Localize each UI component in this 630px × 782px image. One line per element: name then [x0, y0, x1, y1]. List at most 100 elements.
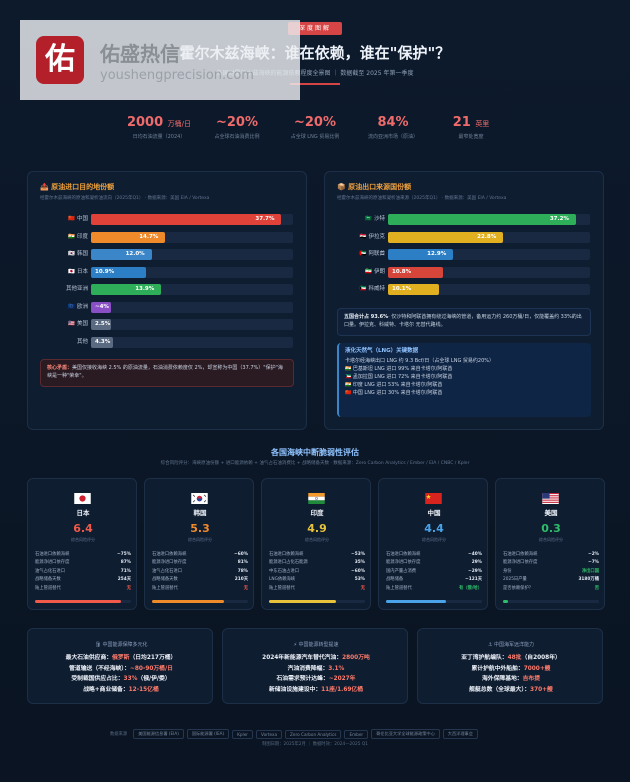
metric-value: 53%: [354, 577, 365, 583]
info-line: 最大石油供应商：俄罗斯（日均217万桶）: [28, 653, 214, 664]
info-line-label: 最大石油供应商：: [65, 655, 113, 661]
bar-track: 10.1%: [388, 284, 590, 295]
bar-track: 10.8%: [388, 266, 590, 278]
lng-data-box: 液化天然气（LNG）关键数据 卡塔尔经海峡出口 LNG 约 9.3 Bcf/日（…: [337, 343, 591, 417]
bar-row: 其他亚洲 13.9%: [28, 284, 308, 295]
bar-track: 10.9%: [91, 266, 293, 278]
info-line: 管道输送（不经海峡）：~80-90万桶/日: [28, 664, 214, 675]
metric-value: ~40%: [468, 552, 482, 557]
risk-score-caption: 综合风险评分: [422, 537, 446, 542]
info-line-value: 3.1%: [328, 665, 345, 672]
info-line-value: 2800万吨: [342, 655, 370, 661]
bar: [91, 214, 282, 225]
info-line: 舰艇总数（全球最大）：370+艘: [418, 685, 604, 696]
info-line-value: ~2027年: [328, 676, 356, 682]
metric-row: 石油进口依赖海峡 ~75%: [35, 551, 131, 559]
metric-label: 陆上管道替代: [35, 585, 61, 591]
panel-title: 📦 原油出口来源国份额: [337, 183, 412, 191]
info-line-label: 受制裁国供应占比：: [71, 676, 124, 682]
info-card-lines: 亚丁湾护航编队：48批（自2008年） 累计护航中外船舶：7000+艘 海外保障基地…: [418, 653, 604, 695]
metric-row: 石油进口依赖海峡 ~2%: [503, 551, 599, 559]
bar-category-label: 🇦🇪 阿联酋: [359, 251, 385, 257]
bar: [91, 319, 111, 330]
bar-category-label: 🇯🇵 日本: [68, 268, 88, 275]
country-name: 韩国: [193, 509, 207, 517]
risk-bar-track: [35, 600, 131, 603]
bar-row: 🇺🇸 美国 2.5%: [28, 319, 308, 330]
source-chip: Zero Carbon Analytics: [285, 729, 342, 739]
info-line-label: 管道输送（不经海峡）：: [69, 665, 130, 672]
info-line-note: （俄/伊/委）: [137, 676, 171, 682]
info-line: 石油需求预计达峰：~2027年: [223, 674, 409, 685]
metric-value: 净出口国: [581, 568, 599, 574]
bar: [388, 266, 443, 278]
risk-score: 5.3: [190, 522, 210, 535]
metric-value: 否: [594, 585, 599, 591]
metric-label: 能源净进口依存度: [386, 560, 421, 566]
kpi-oil-flow: 2000 万桶/日 日均石油流量（2024）: [120, 115, 198, 145]
kpi-unit: 英里: [475, 120, 490, 128]
info-line-value: 7000+艘: [523, 665, 551, 672]
metric-label: 能源净进口依存度: [35, 560, 70, 566]
export-source-panel: 📦 原油出口来源国份额 经霍尔木兹海峡的原油和凝析油来源（2025年Q1） · …: [324, 171, 604, 430]
bar-value-label: 10.1%: [392, 286, 412, 292]
metric-label: 是否依赖保护？: [503, 585, 534, 591]
info-line-label: 舰艇总数（全球最大）：: [469, 686, 531, 693]
metric-label: 石油进口依赖海峡: [269, 552, 304, 557]
bar-value-label: 12.9%: [427, 251, 447, 257]
metric-value: ~53%: [351, 552, 365, 557]
bar-value-label: 4.3%: [95, 338, 111, 345]
bar-value-label: 12.0%: [125, 251, 145, 257]
metric-value: 87%: [120, 560, 131, 566]
kpi-row: 2000 万桶/日 日均石油流量（2024） ~20% 占全球石油消费比例 ~2…: [120, 115, 510, 145]
risk-score-caption: 综合风险评分: [539, 537, 563, 542]
kpi-value: ~20%: [215, 115, 258, 130]
metric-value: 有（俄/哈）: [458, 585, 482, 591]
kpi-value: 2000: [126, 115, 164, 130]
bar: [388, 249, 454, 260]
bar: [91, 231, 166, 243]
metric-label: 石油进口依赖海峡: [503, 552, 538, 557]
source-chip: 哥伦比亚大学全球能源政策中心: [371, 729, 440, 739]
metric-value: ~60%: [351, 568, 365, 574]
info-line: 亚丁湾护航编队：48批（自2008年）: [418, 653, 604, 664]
bar-track: 12.9%: [388, 249, 590, 260]
metric-label: 战略储备天数: [152, 577, 178, 583]
metric-value: ~29%: [468, 568, 482, 574]
metric-label: 战略储备: [386, 577, 404, 583]
bar-row: 🇨🇳 中国 37.7%: [28, 214, 308, 225]
jp-flag-icon: [74, 489, 91, 504]
bar-track: 22.8%: [388, 231, 590, 243]
bar: [91, 249, 152, 260]
info-line-label: 石油需求预计达峰：: [276, 676, 329, 682]
header-tag: 深度图解: [288, 22, 342, 35]
metric-row: 身份 净出口国: [503, 568, 599, 576]
info-line-value: 吉布提: [522, 676, 540, 682]
metric-row: 能源净进口依存度 81%: [152, 559, 248, 567]
kpi-value: ~20%: [293, 115, 336, 130]
title-underline: [290, 83, 340, 85]
bar: [91, 266, 147, 278]
info-card: ⚡ 中国能源转型提速 2024年新能源汽车替代汽油：2800万吨 汽油消费降幅：3.…: [222, 628, 408, 704]
source-chip: Kpler: [232, 729, 254, 739]
metric-list: 石油进口依赖海峡 ~53% 能源进口占化石能源 35% 中东石油占进口 ~60% LNG依赖…: [269, 551, 365, 593]
bar-row: 🇰🇷 韩国 12.0%: [28, 249, 308, 260]
metric-value: ~2%: [588, 552, 599, 557]
bar: [91, 301, 112, 313]
metric-row: 石油进口依赖海峡 ~60%: [152, 551, 248, 559]
metric-label: 陆上管道替代: [152, 585, 178, 591]
metric-value: 无: [360, 585, 365, 591]
kr-flag-icon: [191, 489, 208, 504]
risk-score: 4.9: [307, 522, 327, 535]
bar-track: 14.7%: [91, 231, 293, 243]
info-line-value: 48批: [507, 655, 522, 661]
metric-value: 29%: [471, 560, 482, 566]
info-line-value: 11座/1.69亿桶: [321, 686, 364, 693]
bar-value-label: ~4%: [95, 303, 109, 310]
import-destination-panel: 📤 原油进口目的地份额 经霍尔木兹海峡的原油和凝析油流向（2025年Q1） · …: [27, 171, 307, 430]
metric-label: 油气占化石进口: [152, 568, 183, 574]
lng-line: 🇮🇳 巴基斯坦 LNG 进口 99% 来自卡塔尔/阿联酋: [345, 366, 453, 372]
info-line-label: 战略+商业储备：: [83, 686, 129, 693]
risk-score: 0.3: [541, 522, 561, 535]
info-line-label: 汽油消费降幅：: [287, 665, 329, 672]
